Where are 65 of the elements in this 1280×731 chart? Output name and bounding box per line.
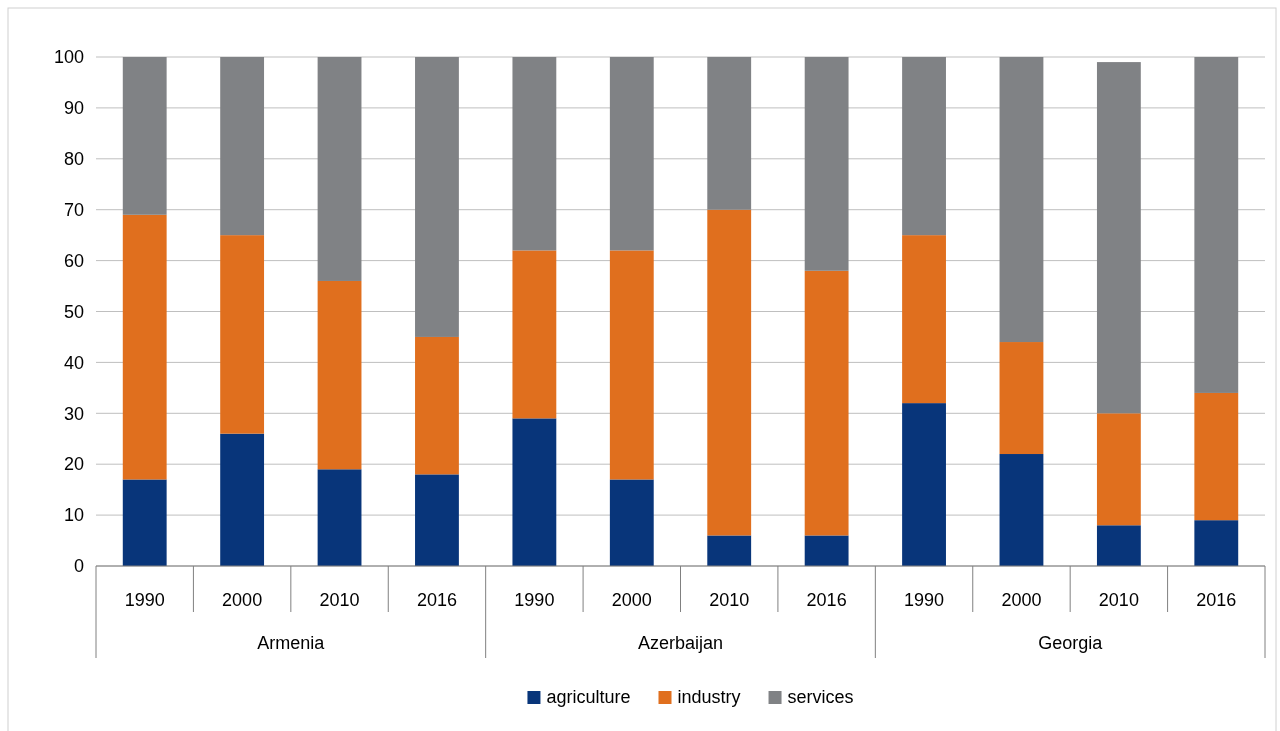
y-tick-label: 0 — [73, 556, 84, 577]
x-tick-label: 2010 — [709, 590, 750, 610]
legend-label: agriculture — [546, 687, 631, 707]
x-tick-label: 2016 — [806, 590, 847, 610]
bar — [317, 280, 362, 470]
x-tick-label: 2010 — [319, 590, 360, 610]
text: Azerbaijan — [637, 633, 724, 653]
bar — [317, 469, 362, 566]
legend-label: services — [787, 687, 854, 707]
bar — [609, 57, 654, 251]
text: Armenia — [257, 633, 326, 653]
legend-label: industry — [677, 687, 741, 707]
bar — [317, 57, 362, 281]
bar — [415, 336, 459, 475]
x-tick-label: 2016 — [1196, 590, 1237, 610]
bar — [707, 209, 752, 536]
bar — [1194, 57, 1239, 393]
bar — [512, 57, 557, 251]
bar — [609, 250, 654, 480]
x-tick-label: 2000 — [222, 590, 263, 610]
bar — [707, 57, 752, 210]
bar — [609, 479, 654, 566]
bar — [999, 342, 1044, 455]
bar — [902, 403, 946, 566]
bar — [415, 474, 459, 566]
text: Georgia — [1038, 633, 1104, 653]
x-tick-label: 1990 — [124, 590, 165, 610]
bar — [804, 270, 849, 536]
bar — [1194, 392, 1239, 521]
x-tick-label: 2016 — [416, 590, 457, 610]
y-tick-label: 10 — [63, 505, 84, 526]
bar — [804, 57, 849, 271]
y-tick-label: 100 — [53, 47, 84, 68]
bar — [122, 57, 167, 215]
bar — [122, 479, 167, 566]
y-tick-label: 50 — [63, 301, 84, 322]
y-tick-label: 70 — [63, 199, 84, 220]
bar — [415, 57, 459, 337]
y-tick-label: 40 — [63, 352, 84, 373]
x-tick-label: 2000 — [611, 590, 652, 610]
bar — [999, 454, 1044, 566]
bar — [1194, 520, 1239, 566]
bar — [999, 57, 1044, 343]
bar — [220, 57, 265, 236]
bar — [902, 235, 946, 404]
y-tick-label: 30 — [63, 403, 84, 424]
bar — [122, 214, 167, 480]
x-tick-label: 2000 — [1001, 590, 1042, 610]
x-tick-label: 1990 — [514, 590, 555, 610]
bar — [707, 535, 752, 566]
bar — [512, 250, 557, 419]
bar — [1096, 62, 1141, 414]
x-tick-label: 2010 — [1098, 590, 1139, 610]
x-tick-label: 1990 — [904, 590, 945, 610]
bar — [220, 433, 265, 566]
bar — [220, 235, 265, 434]
bar — [1096, 413, 1141, 526]
bar — [902, 57, 946, 236]
y-tick-label: 90 — [63, 98, 84, 119]
y-tick-label: 60 — [63, 250, 84, 271]
bar — [512, 418, 557, 566]
bar — [804, 535, 849, 566]
y-tick-label: 20 — [63, 454, 84, 475]
y-tick-label: 80 — [63, 149, 84, 170]
bar — [1096, 525, 1141, 566]
